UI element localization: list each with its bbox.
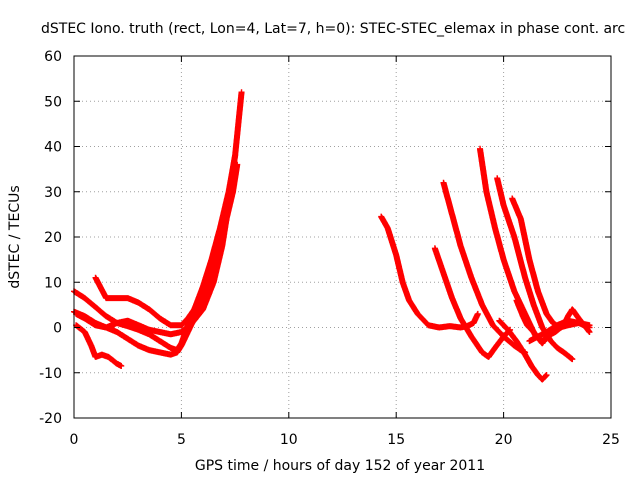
grid: [74, 56, 611, 418]
series-markers: [494, 175, 576, 363]
y-axis-label: dSTEC / TECUs: [7, 185, 23, 288]
y-tick-label: -20: [39, 411, 62, 427]
data-series-5: [92, 161, 241, 329]
series-markers: [73, 322, 125, 369]
y-tick-label: 60: [44, 49, 62, 65]
series-markers: [431, 245, 514, 360]
x-tick-label: 10: [280, 432, 298, 448]
data-series-13: [496, 317, 550, 383]
y-tick-label: 0: [53, 321, 62, 337]
x-tick-label: 0: [70, 432, 79, 448]
y-tick-label: 20: [44, 230, 62, 246]
axis-ticks: [73, 55, 612, 419]
series-markers: [440, 179, 529, 356]
x-axis-label: GPS time / hours of day 152 of year 2011: [195, 458, 485, 474]
x-tick-label: 5: [177, 432, 186, 448]
data-series-8: [440, 179, 529, 356]
y-tick-label: 40: [44, 140, 62, 156]
x-tick-label: 25: [602, 432, 620, 448]
data-series-7: [431, 245, 514, 360]
y-tick-label: 30: [44, 185, 62, 201]
data-series-10: [494, 175, 576, 363]
y-tick-label: -10: [39, 366, 62, 382]
chart-title: dSTEC Iono. truth (rect, Lon=4, Lat=7, h…: [41, 21, 625, 37]
series-markers: [526, 317, 593, 345]
series-markers: [92, 161, 241, 329]
series-markers: [496, 317, 550, 383]
x-tick-label: 15: [387, 432, 405, 448]
data-series-3: [73, 322, 125, 369]
data-series-14: [526, 317, 593, 345]
x-tick-label: 20: [495, 432, 513, 448]
y-tick-label: 10: [44, 275, 62, 291]
y-tick-label: 50: [44, 94, 62, 110]
tick-labels: 0 5 10 15 20 25 -20 -10 0 10 20 30 40 50 60: [39, 49, 620, 448]
